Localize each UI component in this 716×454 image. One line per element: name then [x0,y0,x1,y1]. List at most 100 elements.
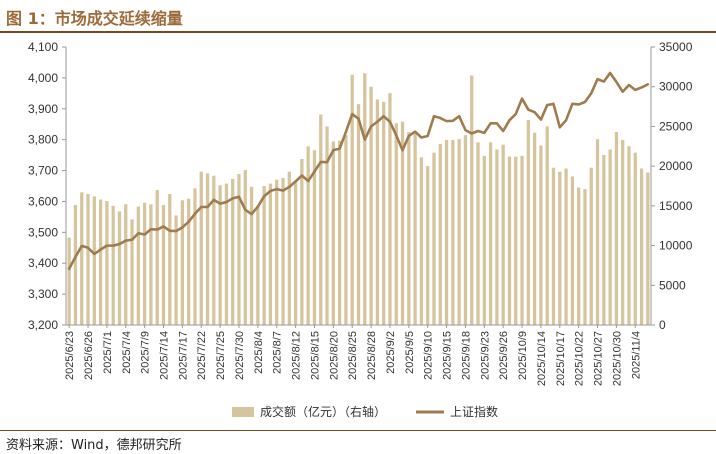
turnover-bar [558,171,562,325]
turnover-bar [142,202,147,325]
turnover-bar [363,73,367,326]
turnover-bar [130,219,134,325]
x-tick-label: 2025/6/26 [83,331,95,380]
x-tick-label: 2025/8/15 [309,331,321,380]
turnover-bar [570,176,575,325]
turnover-bar [319,114,323,325]
x-tick-label: 2025/8/4 [253,331,265,374]
source-note: 资料来源：Wind，德邦研究所 [6,438,182,453]
source-divider [0,430,716,431]
legend-bar-label: 成交额（亿元）（右轴） [260,404,386,419]
turnover-bar [300,158,304,325]
turnover-bar [306,146,310,325]
turnover-bar [451,139,455,325]
left-tick-label: 3,900 [28,102,58,116]
left-tick-label: 4,100 [28,40,58,54]
turnover-bar [212,175,216,325]
turnover-bar [602,155,606,325]
turnover-bar [646,172,650,325]
turnover-bar [432,152,436,325]
turnover-bar [507,156,512,325]
turnover-bar [86,193,90,325]
turnover-bars [67,73,650,326]
turnover-bar [111,205,115,325]
x-tick-label: 2025/7/14 [159,331,171,380]
turnover-bar [457,139,461,325]
turnover-bar [256,205,260,325]
x-tick-label: 2025/8/12 [291,331,303,380]
turnover-bar [633,152,637,325]
turnover-bar [495,149,499,325]
x-tick-label: 2025/9/5 [404,331,416,374]
right-tick-label: 10000 [659,239,693,253]
left-tick-label: 3,700 [28,164,58,178]
turnover-bar [369,86,373,326]
turnover-bar [193,188,197,325]
turnover-bar [243,170,247,325]
x-tick-label: 2025/9/26 [498,331,510,380]
turnover-bar [551,167,556,325]
index-line [67,71,650,271]
turnover-bar [287,171,291,325]
left-tick-label: 3,500 [28,225,58,239]
turnover-bar [331,141,335,325]
turnover-bar [564,168,568,325]
turnover-bar [218,185,222,325]
legend-bar-swatch [232,407,254,417]
x-tick-label: 2025/10/14 [536,331,548,386]
sse-index-line [67,71,650,271]
turnover-bar [187,198,191,325]
turnover-bar [627,146,631,325]
left-tick-label: 3,400 [28,256,58,270]
turnover-bar [350,74,354,325]
turnover-bar [438,143,442,325]
axes: 3,200 3,300 3,400 3,500 3,600 3,700 3,800 3,900… [28,40,693,386]
turnover-bar [444,139,449,325]
legend: 成交额（亿元）（右轴） 上证指数 [232,404,498,419]
x-tick-label: 2025/8/7 [272,331,284,374]
turnover-bar [526,120,530,325]
left-tick-label: 3,300 [28,287,58,301]
x-tick-label: 2025/10/27 [593,331,605,386]
turnover-bar [337,140,342,325]
turnover-bar [205,173,210,325]
turnover-bar [476,142,480,325]
x-tick-label: 2025/9/15 [442,331,454,380]
turnover-bar [98,199,103,325]
turnover-bar [268,183,273,325]
turnover-bar [463,135,468,325]
turnover-bar [149,204,153,325]
x-tick-label: 2025/7/22 [196,331,208,380]
right-tick-label: 30000 [659,80,693,94]
turnover-bar [174,215,178,325]
turnover-bar [608,149,612,325]
x-tick-label: 2025/6/23 [64,331,76,380]
turnover-bar [419,157,424,325]
turnover-bar [231,178,235,325]
right-tick-label: 20000 [659,159,693,173]
turnover-bar [545,126,549,326]
turnover-bar [73,205,78,325]
right-tick-label: 35000 [659,40,693,54]
x-tick-label: 2025/7/9 [140,331,152,374]
turnover-bar [501,144,505,325]
right-tick-label: 5000 [659,278,686,292]
turnover-bar [325,126,329,326]
turnover-bar [532,132,537,325]
figure-title: 图 1：市场成交延续缩量 [6,9,183,28]
turnover-bar [407,131,411,325]
x-tick-label: 2025/7/1 [102,331,114,374]
turnover-bar [312,150,317,325]
turnover-bar [382,101,386,325]
x-tick-label: 2025/7/17 [177,331,189,380]
x-tick-label: 2025/8/28 [366,331,378,380]
turnover-bar [281,178,285,325]
left-tick-label: 3,600 [28,194,58,208]
turnover-bar [400,121,405,325]
turnover-bar [136,206,140,325]
turnover-bar [237,174,241,325]
turnover-bar [470,75,474,325]
turnover-bar [413,133,417,325]
turnover-bar [117,211,122,325]
